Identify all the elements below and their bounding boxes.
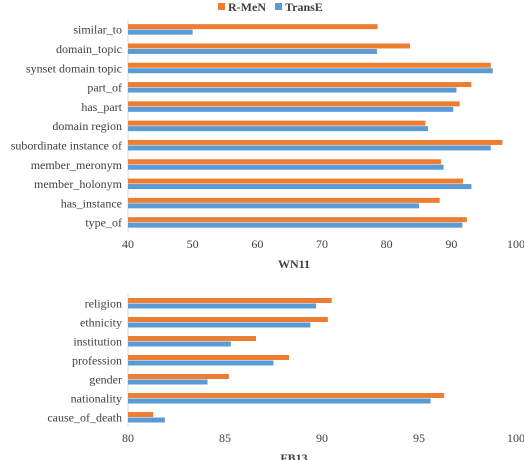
bar-transe xyxy=(128,222,463,228)
bar-r-men xyxy=(128,178,463,184)
bar-transe xyxy=(128,87,457,93)
bar-r-men xyxy=(128,412,154,417)
bar-transe xyxy=(128,322,311,328)
bar-r-men xyxy=(128,43,410,49)
x-tick-label: 80 xyxy=(122,431,134,445)
category-label: institution xyxy=(73,335,122,349)
bar-r-men xyxy=(128,374,229,379)
bar-transe xyxy=(128,164,444,170)
category-label: religion xyxy=(85,297,122,311)
x-axis-title: WN11 xyxy=(278,257,310,271)
bar-transe xyxy=(128,398,431,404)
x-tick-label: 90 xyxy=(316,431,328,445)
bar-transe xyxy=(128,68,493,74)
bar-r-men xyxy=(128,317,328,322)
bar-transe xyxy=(128,203,419,209)
bar-r-men xyxy=(128,120,426,126)
bar-r-men xyxy=(128,159,441,165)
legend: R-MeN TransE xyxy=(0,0,524,14)
category-label: domain region xyxy=(52,119,122,133)
bar-r-men xyxy=(128,355,290,360)
category-label: member_holonym xyxy=(34,177,123,191)
category-label: ethnicity xyxy=(80,316,122,330)
x-tick-label: 100 xyxy=(507,237,524,251)
x-axis-title: FB13 xyxy=(280,451,307,460)
bar-r-men xyxy=(128,82,472,88)
legend-swatch-transe xyxy=(275,3,282,10)
bar-transe xyxy=(128,29,193,35)
bar-r-men xyxy=(128,101,460,107)
category-label: cause_of_death xyxy=(47,411,122,425)
x-tick-label: 80 xyxy=(381,237,393,251)
category-label: gender xyxy=(89,373,122,387)
x-tick-label: 90 xyxy=(445,237,457,251)
category-label: domain_topic xyxy=(56,42,122,56)
bar-transe xyxy=(128,341,231,347)
x-tick-label: 70 xyxy=(316,237,328,251)
bar-transe xyxy=(128,417,165,423)
bar-r-men xyxy=(128,197,440,203)
category-label: synset domain topic xyxy=(26,61,122,75)
bar-transe xyxy=(128,48,377,54)
bar-transe xyxy=(128,379,208,385)
bar-transe xyxy=(128,184,472,190)
bar-r-men xyxy=(128,393,445,398)
bar-transe xyxy=(128,303,317,309)
x-tick-label: 95 xyxy=(413,431,425,445)
category-label: subordinate instance of xyxy=(11,138,122,152)
legend-item-r-men: R-MeN xyxy=(218,0,266,14)
bar-r-men xyxy=(128,24,378,30)
category-label: similar_to xyxy=(73,23,122,37)
category-label: has_instance xyxy=(61,196,122,210)
x-tick-label: 100 xyxy=(507,431,524,445)
x-tick-label: 60 xyxy=(251,237,263,251)
x-tick-label: 50 xyxy=(187,237,199,251)
bar-r-men xyxy=(128,217,467,223)
bar-transe xyxy=(128,106,454,112)
bar-transe xyxy=(128,145,491,151)
category-label: has_part xyxy=(81,100,122,114)
category-label: member_meronym xyxy=(31,158,123,172)
bar-r-men xyxy=(128,298,332,303)
category-label: part_of xyxy=(87,81,122,95)
bar-transe xyxy=(128,126,429,132)
legend-label-transe: TransE xyxy=(285,0,323,14)
x-tick-label: 85 xyxy=(219,431,231,445)
category-label: nationality xyxy=(71,392,122,406)
legend-label-r-men: R-MeN xyxy=(228,0,266,14)
x-tick-label: 40 xyxy=(122,237,134,251)
category-label: type_of xyxy=(85,216,122,230)
bar-r-men xyxy=(128,336,257,341)
legend-swatch-r-men xyxy=(218,3,225,10)
bar-r-men xyxy=(128,139,503,145)
category-label: profession xyxy=(72,354,122,368)
legend-item-transe: TransE xyxy=(275,0,323,14)
bar-r-men xyxy=(128,62,491,68)
bar-transe xyxy=(128,360,274,366)
